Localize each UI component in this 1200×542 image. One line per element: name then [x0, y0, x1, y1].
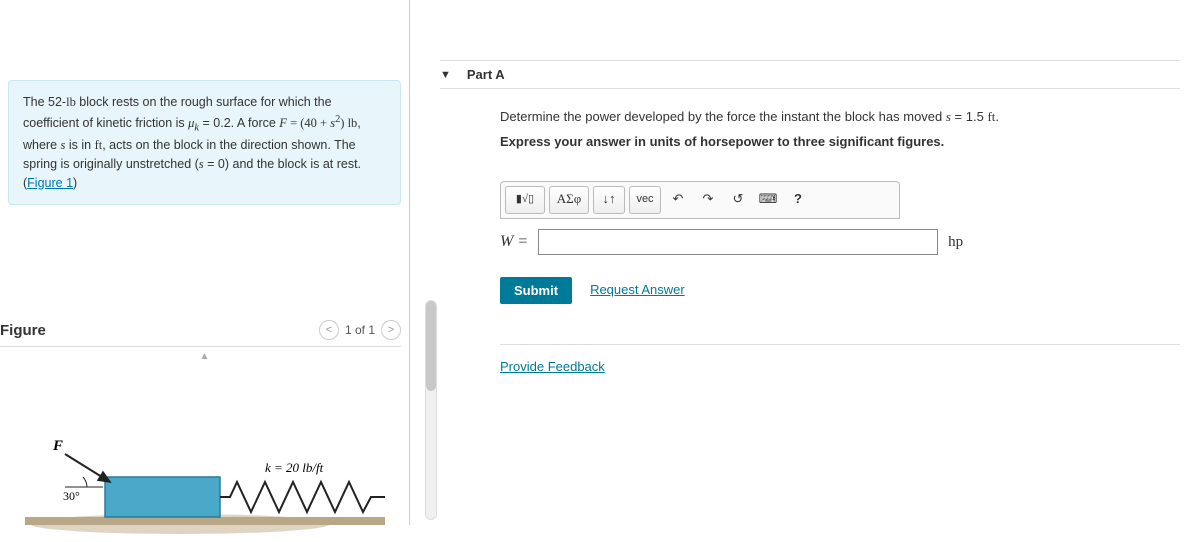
sort-button[interactable]: ↓↑: [593, 186, 625, 214]
reset-button[interactable]: ↺: [725, 186, 751, 214]
figure-nav: < 1 of 1 >: [319, 320, 401, 340]
part-header[interactable]: ▼ Part A: [440, 60, 1180, 89]
figure-diagram: F 30° k = 20 lb/ft: [0, 432, 409, 542]
answer-row: W = hp: [500, 229, 1180, 255]
answer-input[interactable]: [538, 229, 938, 255]
left-panel: The 52-lb block rests on the rough surfa…: [0, 0, 410, 525]
undo-button[interactable]: ↶: [665, 186, 691, 214]
force-label: F: [52, 438, 63, 454]
right-panel: ▼ Part A Determine the power developed b…: [440, 60, 1180, 377]
spring-label: k = 20 lb/ft: [265, 460, 324, 475]
figure-prev-button[interactable]: <: [319, 320, 339, 340]
submit-button[interactable]: Submit: [500, 277, 572, 304]
request-answer-link[interactable]: Request Answer: [590, 280, 685, 301]
keyboard-button[interactable]: ⌨: [755, 186, 781, 214]
redo-button[interactable]: ↷: [695, 186, 721, 214]
left-scrollbar[interactable]: [425, 300, 437, 520]
problem-tail: ): [73, 176, 77, 190]
answer-unit: hp: [948, 230, 963, 254]
answer-label: W =: [500, 229, 528, 255]
submit-row: Submit Request Answer: [500, 277, 1180, 304]
help-button[interactable]: ?: [785, 186, 811, 214]
vec-button[interactable]: vec: [629, 186, 661, 214]
question-line-1: Determine the power developed by the for…: [500, 107, 1180, 128]
figure-svg: F 30° k = 20 lb/ft: [15, 432, 395, 542]
scrollbar-thumb[interactable]: [426, 301, 436, 391]
templates-button[interactable]: ▮√▯: [505, 186, 545, 214]
part-label: Part A: [467, 67, 505, 82]
provide-feedback-link[interactable]: Provide Feedback: [500, 359, 605, 374]
question-line-2: Express your answer in units of horsepow…: [500, 132, 1180, 153]
greek-button[interactable]: ΑΣφ: [549, 186, 589, 214]
part-body: Determine the power developed by the for…: [440, 89, 1180, 377]
figure-title: Figure: [0, 322, 46, 339]
figure-next-button[interactable]: >: [381, 320, 401, 340]
figure-nav-count: 1 of 1: [345, 323, 375, 337]
math-toolbar: ▮√▯ ΑΣφ ↓↑ vec ↶ ↷ ↺ ⌨ ?: [500, 181, 900, 219]
figure-header: Figure < 1 of 1 >: [0, 320, 401, 347]
collapse-icon[interactable]: ▲: [0, 351, 409, 362]
problem-statement: The 52-lb block rests on the rough surfa…: [8, 80, 401, 205]
figure-link[interactable]: Figure 1: [27, 176, 73, 190]
collapse-caret-icon: ▼: [440, 69, 451, 81]
feedback-section: Provide Feedback: [500, 344, 1180, 378]
angle-label: 30°: [63, 489, 80, 503]
